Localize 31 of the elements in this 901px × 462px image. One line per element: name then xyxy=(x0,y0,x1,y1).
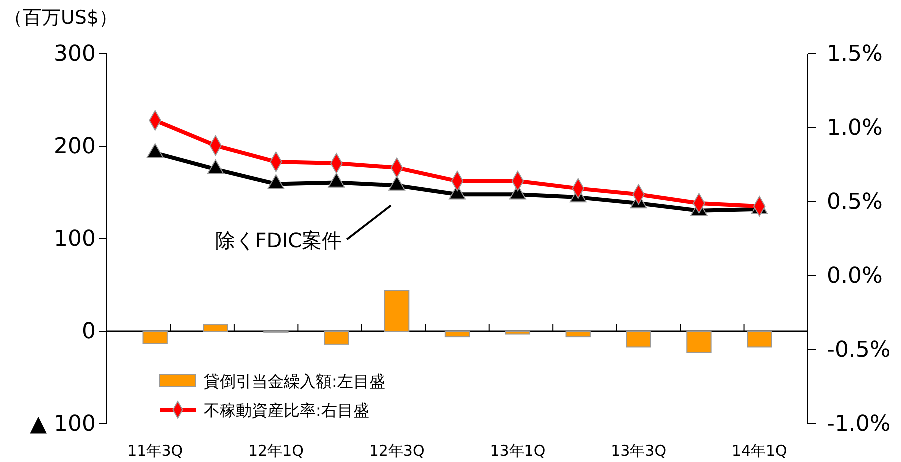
x-tick-label: 14年1Q xyxy=(732,442,788,460)
y2-tick-label: 0.0% xyxy=(827,264,883,290)
y2-tick-label: -1.0% xyxy=(827,412,891,438)
y2-tick-label: 1.0% xyxy=(827,116,883,142)
bar xyxy=(444,331,470,338)
x-tick-label: 12年3Q xyxy=(369,442,425,460)
legend-label: 不稼動資産比率:右目盛 xyxy=(204,401,370,420)
y2-tick-label: 1.5% xyxy=(827,42,883,68)
y-tick-label: ▲ 100 xyxy=(30,412,96,438)
bar xyxy=(505,331,531,335)
x-tick-label: 13年3Q xyxy=(611,442,667,460)
bar xyxy=(566,331,591,338)
bar xyxy=(203,324,228,332)
bar xyxy=(747,331,772,348)
y-tick-label: 200 xyxy=(54,134,96,160)
y2-tick-label: 0.5% xyxy=(827,190,883,216)
bar xyxy=(142,331,168,344)
bar xyxy=(626,331,652,348)
bar xyxy=(324,331,350,345)
y-axis-title: （百万US$） xyxy=(4,7,118,29)
legend-label: 貸倒引当金繰入額:左目盛 xyxy=(204,372,386,391)
y-tick-label: 100 xyxy=(54,227,96,252)
y-tick-label: 300 xyxy=(54,42,96,68)
bar xyxy=(384,290,410,332)
text: 除くFDIC案件 xyxy=(215,228,342,253)
x-tick-label: 13年1Q xyxy=(490,442,546,460)
x-tick-label: 11年3Q xyxy=(128,442,184,460)
y-tick-label: 0 xyxy=(82,320,96,345)
x-tick-label: 12年1Q xyxy=(248,442,304,460)
y2-tick-label: -0.5% xyxy=(827,338,891,364)
bar xyxy=(686,331,712,354)
